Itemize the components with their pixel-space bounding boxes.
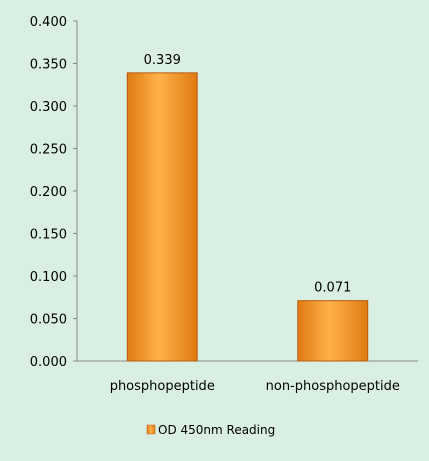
y-axis: 0.000 0.050 0.100 0.150 0.200 0.250 0.300 0.350… (30, 15, 78, 370)
y-tick-label: 0.150 (30, 228, 67, 243)
data-label: 0.339 (144, 53, 181, 68)
x-tick-label: phosphopeptide (110, 379, 215, 394)
legend-swatch (146, 424, 156, 435)
y-tick-label: 0.000 (30, 355, 67, 370)
y-tick-label: 0.300 (30, 100, 67, 115)
bar-phosphopeptide (126, 72, 198, 362)
y-tick-label: 0.350 (30, 58, 67, 73)
data-labels: 0.339 0.071 (144, 53, 352, 296)
x-tick-label: non-phosphopeptide (266, 379, 400, 394)
y-tick-label: 0.050 (30, 313, 67, 328)
legend-label: OD 450nm Reading (158, 423, 275, 437)
bars (126, 72, 369, 362)
y-tick-label: 0.250 (30, 143, 67, 158)
data-label: 0.071 (314, 281, 351, 296)
bar-non-phosphopeptide (297, 300, 369, 362)
y-tick-label: 0.400 (30, 15, 67, 30)
y-tick-label: 0.200 (30, 185, 67, 200)
y-tick-label: 0.100 (30, 270, 67, 285)
legend: OD 450nm Reading (146, 423, 275, 437)
x-axis: phosphopeptide non-phosphopeptide (77, 360, 418, 394)
